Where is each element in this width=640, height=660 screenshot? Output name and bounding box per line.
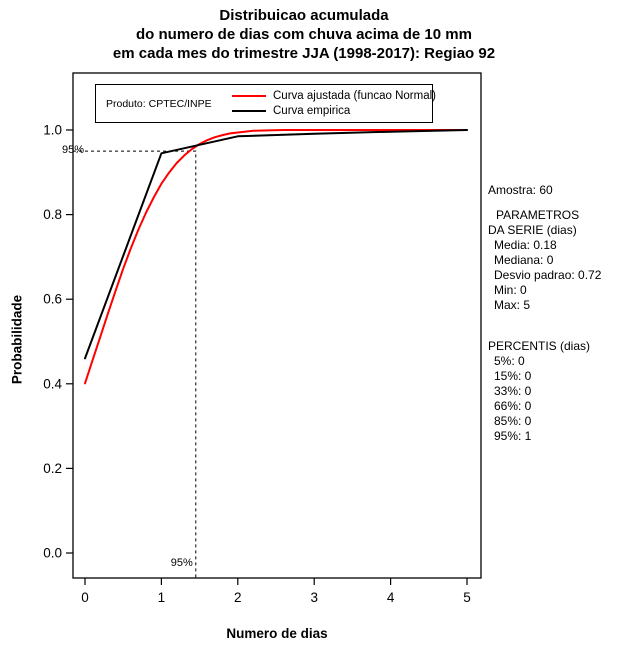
stats-panel: Amostra: 60 PARAMETROS DA SERIE (dias) Medi…: [488, 183, 638, 444]
x-tick-label: 1: [158, 590, 166, 605]
chart-title-line1: Distribuicao acumulada: [219, 7, 389, 24]
stats-percentil-line: 15%: 0: [494, 369, 532, 383]
stats-parametro-line: Max: 5: [494, 298, 531, 312]
x-tick-label: 5: [463, 590, 471, 605]
legend-line-swatch: [232, 94, 266, 97]
stats-amostra: Amostra: 60: [488, 183, 553, 197]
chart-title-line3: em cada mes do trimestre JJA (1998-2017)…: [112, 45, 496, 62]
y-tick-label: 0.0: [43, 546, 62, 561]
x-tick-label: 3: [310, 590, 318, 605]
stats-percentil-line: 95%: 1: [494, 429, 532, 443]
stats-percentis-title: PERCENTIS (dias): [488, 339, 591, 353]
stats-parametros-subtitle: DA SERIE (dias): [488, 223, 577, 237]
legend-items: Curva ajustada (funcao Normal) Curva empi…: [232, 88, 436, 119]
legend-item: Curva ajustada (funcao Normal): [232, 88, 436, 104]
stats-percentil-line: 33%: 0: [494, 384, 532, 398]
x-axis-title: Numero de dias: [226, 626, 328, 641]
fitted-curve: [84, 129, 468, 385]
percentile-95-y-label: 95%: [62, 144, 84, 156]
legend-product-label: Produto: CPTEC/INPE: [106, 98, 212, 110]
y-tick-label: 0.4: [43, 376, 62, 391]
legend-item-label: Curva ajustada (funcao Normal): [273, 89, 436, 102]
stats-parametros-title: PARAMETROS: [496, 208, 580, 222]
chart-title-line2: do numero de dias com chuva acima de 10 …: [136, 26, 472, 43]
x-tick-label: 4: [387, 590, 395, 605]
stats-parametro-line: Min: 0: [494, 283, 527, 297]
stats-parametro-line: Desvio padrao: 0.72: [494, 268, 602, 282]
x-tick-label: 0: [81, 590, 89, 605]
stats-percentil-line: 5%: 0: [494, 354, 525, 368]
chart-title: Distribuicao acumulada do numero de dias…: [0, 6, 608, 63]
stats-parametro-line: Media: 0.18: [494, 238, 557, 252]
stats-percentil-line: 66%: 0: [494, 399, 532, 413]
stats-parametro-line: Mediana: 0: [494, 253, 554, 267]
y-tick-label: 1.0: [43, 123, 62, 138]
empirical-curve: [84, 129, 468, 360]
x-tick-label: 2: [234, 590, 242, 605]
y-tick-label: 0.2: [43, 461, 62, 476]
legend: Produto: CPTEC/INPE Curva ajustada (func…: [95, 84, 436, 123]
y-axis-title: Probabilidade: [9, 294, 25, 385]
percentile-95-dashed-line: [73, 150, 197, 578]
legend-item-label: Curva empirica: [273, 105, 351, 118]
plot-border: [72, 72, 482, 579]
legend-line-swatch: [232, 110, 266, 113]
stats-percentil-line: 85%: 0: [494, 414, 532, 428]
legend-item: Curva empirica: [232, 104, 436, 120]
percentile-95-x-label: 95%: [171, 557, 193, 569]
y-tick-label: 0.6: [43, 292, 62, 307]
y-tick-label: 0.8: [43, 207, 62, 222]
